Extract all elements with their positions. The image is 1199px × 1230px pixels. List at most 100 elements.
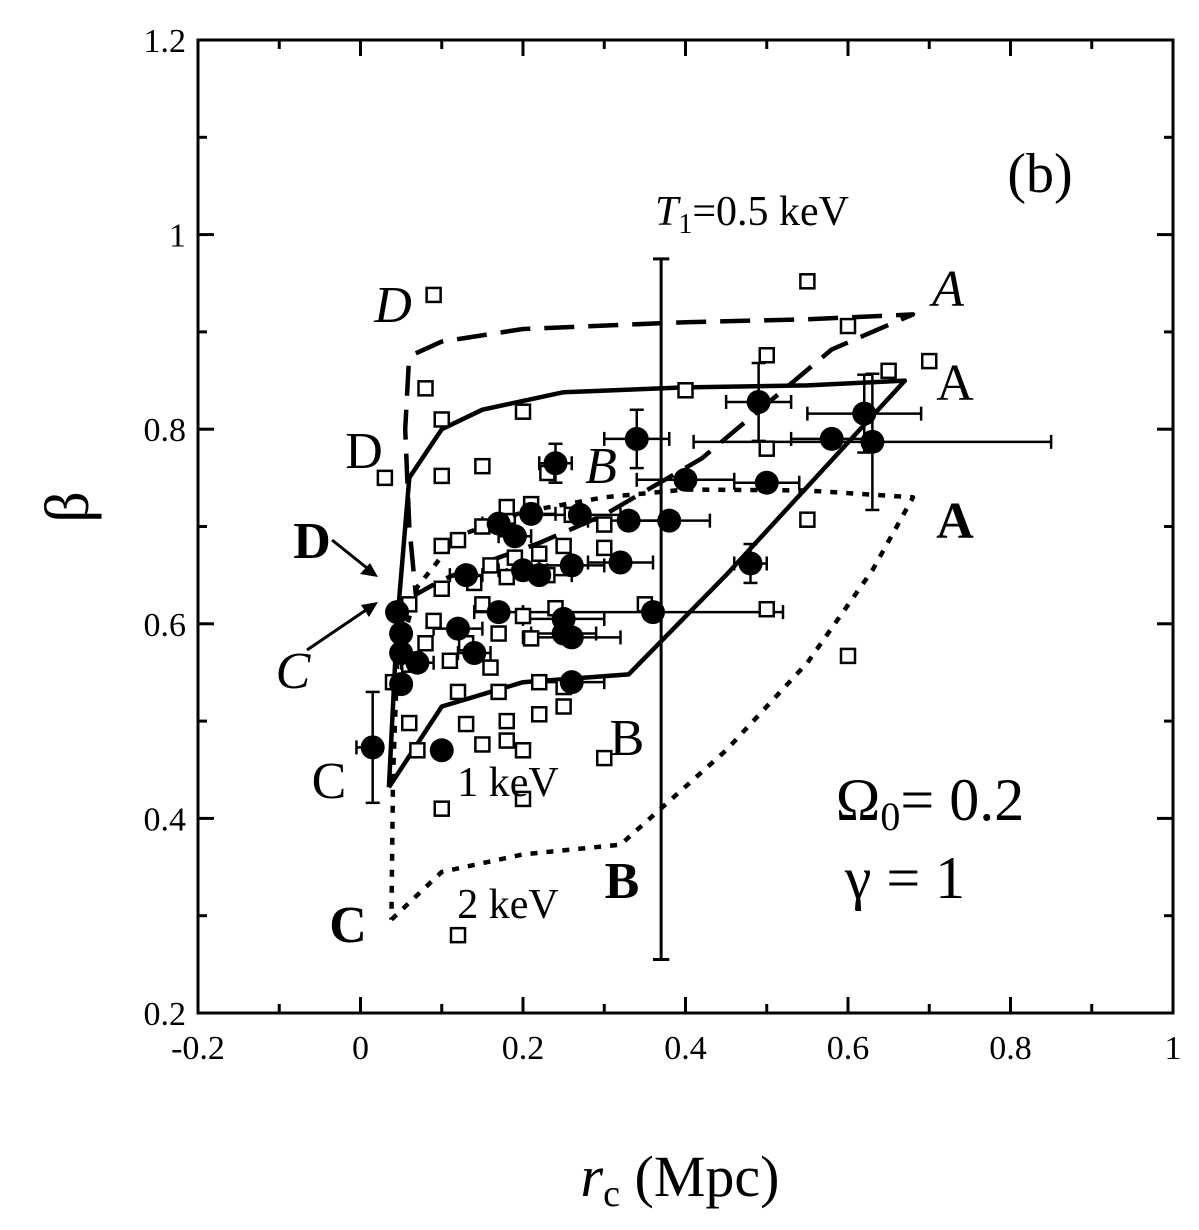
data-point-open-square <box>555 698 572 715</box>
data-point-filled-circle <box>486 511 511 536</box>
data-point-open-square <box>449 926 467 944</box>
temperature-label-2kev: 2 keV <box>457 882 558 928</box>
data-point-open-square <box>531 706 548 723</box>
data-point-open-square <box>498 498 515 516</box>
data-point-open-square <box>425 612 442 630</box>
arrow-D-bold <box>331 538 368 570</box>
data-point-filled-circle <box>860 429 885 454</box>
data-point-open-square <box>433 800 450 817</box>
data-point-open-square <box>522 630 540 647</box>
omega-param-label: Ω0= 0.2 <box>836 767 1024 839</box>
data-point-open-square <box>839 317 857 335</box>
data-point-filled-circle <box>616 508 641 533</box>
temperature-subscript: 1 <box>678 209 692 240</box>
data-point-open-square <box>514 403 532 420</box>
data-point-open-square <box>417 380 434 397</box>
data-point-filled-circle <box>462 640 487 665</box>
data-point-filled-circle <box>852 401 877 426</box>
data-point-open-square <box>498 712 515 730</box>
data-point-filled-circle <box>559 553 584 578</box>
x-tick-label: -0.2 <box>171 1030 225 1067</box>
data-point-filled-circle <box>454 563 479 588</box>
pointer-arrows <box>306 538 378 652</box>
data-point-open-square <box>482 557 499 574</box>
data-point-open-square <box>531 673 548 691</box>
y-tick-label: 0.2 <box>144 996 187 1033</box>
data-point-open-square <box>433 411 450 428</box>
x-tick-label: 0 <box>352 1030 369 1067</box>
y-tick-label: 0.8 <box>144 412 187 449</box>
data-point-filled-circle <box>389 672 414 697</box>
x-tick-label: 0.2 <box>502 1030 545 1067</box>
curve-label-C-bold: C <box>329 897 367 954</box>
x-tick-label: 0.8 <box>989 1030 1032 1067</box>
curve-label-A-bold: A <box>936 493 974 550</box>
arrow-D-bold-head <box>360 563 378 577</box>
data-point-filled-circle <box>405 650 430 675</box>
x-tick-label: 0.6 <box>827 1030 870 1067</box>
data-point-filled-circle <box>624 426 649 451</box>
data-point-open-square <box>596 749 613 767</box>
omega-value: = 0.2 <box>900 767 1024 833</box>
axes: -0.2 0 0.2 0.4 0.6 0.8 1 0.2 0.4 0.6 0.8 1 1.2 <box>144 23 1182 1067</box>
data-point-open-square <box>425 286 442 304</box>
curve-dashed <box>402 312 916 597</box>
curve-label-B-italic: B <box>585 438 617 495</box>
filled-circle-points <box>360 389 885 763</box>
curve-label-A-italic: A <box>929 261 964 318</box>
data-point-filled-circle <box>446 616 470 641</box>
curve-label-B-bold: B <box>605 853 640 910</box>
x-axis-title: rc (Mpc) <box>581 1144 780 1215</box>
data-point-open-square <box>555 537 572 555</box>
data-point-filled-circle <box>559 670 584 695</box>
data-point-open-square <box>514 742 532 759</box>
data-point-open-square <box>441 652 459 670</box>
data-point-open-square <box>417 635 434 652</box>
data-point-open-square <box>514 790 532 808</box>
data-point-filled-circle <box>519 501 544 526</box>
data-point-filled-circle <box>486 600 511 625</box>
data-point-open-square <box>758 440 775 457</box>
data-point-open-square <box>596 516 613 533</box>
data-point-filled-circle <box>754 470 779 495</box>
curve-dotted <box>389 487 916 922</box>
data-point-open-square <box>376 469 394 487</box>
data-point-filled-circle <box>819 426 844 451</box>
data-point-open-square <box>433 537 450 555</box>
data-point-filled-circle <box>543 451 568 476</box>
curve-label-D-bold: D <box>293 513 331 570</box>
data-point-filled-circle <box>641 600 665 625</box>
data-point-open-square <box>514 607 532 625</box>
arrow-C-italic-head <box>361 602 378 617</box>
data-point-open-square <box>474 457 491 475</box>
data-point-open-square <box>490 683 507 701</box>
data-point-filled-circle <box>502 524 527 549</box>
x-tick-label: 0.4 <box>664 1030 707 1067</box>
data-point-filled-circle <box>673 467 698 492</box>
data-point-filled-circle <box>567 502 592 527</box>
data-point-filled-circle <box>657 508 682 533</box>
data-point-open-square <box>401 714 418 732</box>
gamma-param-label: γ = 1 <box>844 845 965 911</box>
data-point-open-square <box>531 545 548 562</box>
y-axis-title: β <box>34 491 102 523</box>
omega-subscript: 0 <box>880 794 900 839</box>
data-point-filled-circle <box>389 621 414 646</box>
curve-label-B-solid: B <box>610 710 645 767</box>
data-point-filled-circle <box>360 735 385 760</box>
data-point-filled-circle <box>559 625 584 650</box>
data-point-filled-circle <box>527 563 552 588</box>
data-point-open-square <box>677 382 694 399</box>
data-point-open-square <box>409 742 426 759</box>
data-point-open-square <box>457 715 475 733</box>
x-tick-label: 1 <box>1165 1030 1182 1067</box>
omega-symbol: Ω <box>836 767 881 833</box>
data-point-open-square <box>433 580 450 598</box>
data-point-filled-circle <box>746 389 771 414</box>
curve-label-A-solid: A <box>936 355 974 412</box>
data-point-open-square <box>474 736 491 753</box>
curve-label-D-solid: D <box>345 423 383 480</box>
data-point-open-square <box>596 539 613 557</box>
temperature-label-1kev: 1 keV <box>457 760 558 806</box>
data-point-filled-circle <box>738 551 763 576</box>
